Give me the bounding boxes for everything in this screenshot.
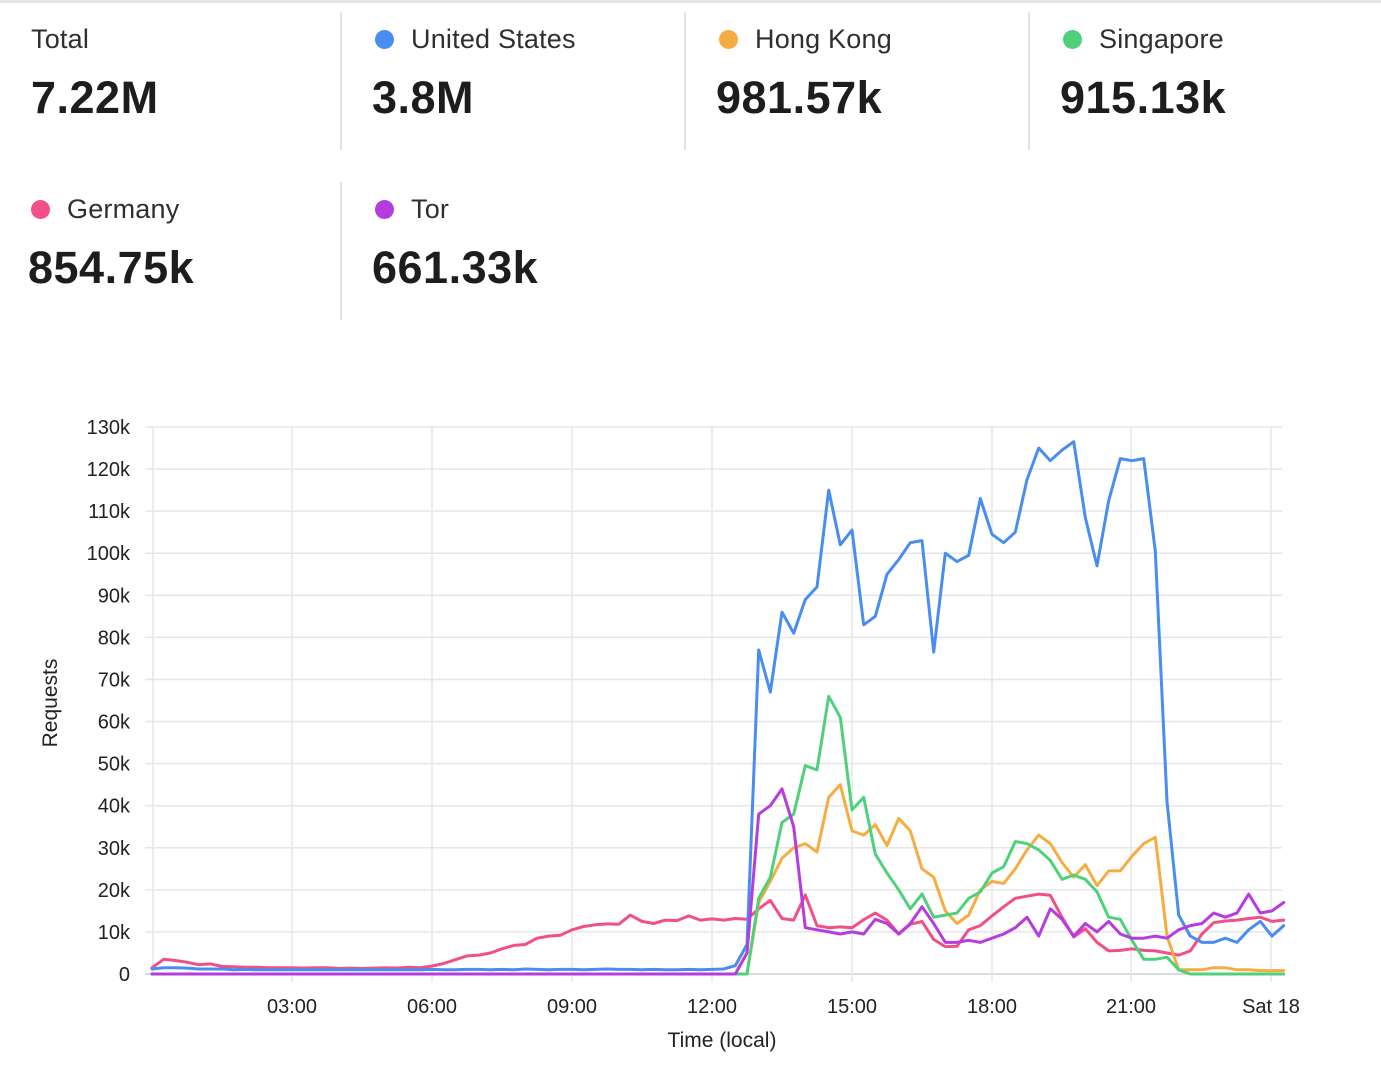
stat-us-value: 3.8M (372, 72, 475, 123)
x-tick-label: 09:00 (547, 996, 597, 1018)
stat-total-value: 7.22M (31, 72, 159, 123)
x-axis-label: Time (local) (668, 1029, 777, 1052)
y-axis-label: Requests (39, 659, 62, 748)
stat-us-label: United States (411, 24, 576, 54)
x-tick-label: 03:00 (267, 996, 317, 1018)
stat-de-header: Germany (28, 194, 179, 225)
stat-tor-label: Tor (411, 194, 450, 224)
y-tick-label: 30k (98, 838, 131, 860)
series-line-hong-kong[interactable] (150, 783, 1286, 976)
y-tick-label: 70k (98, 669, 131, 691)
stat-divider (684, 12, 686, 150)
series-line-tor[interactable] (150, 787, 1286, 976)
stat-sg-value: 915.13k (1060, 72, 1227, 123)
x-tick-label: Sat 18 (1242, 996, 1300, 1018)
legend-dot-icon (375, 200, 394, 219)
legend-dot-icon (375, 30, 394, 49)
stat-united-states[interactable]: United States 3.8M (372, 0, 672, 140)
stat-singapore[interactable]: Singapore 915.13k (1060, 0, 1360, 140)
stat-germany[interactable]: Germany 854.75k (28, 170, 328, 310)
y-tick-label: 110k (88, 501, 131, 523)
chart-grid (145, 426, 1282, 982)
y-axis-ticks: 0 10k 20k 30k 40k 50k 60k 70k 80k 90k 100k 110k 120k… (87, 417, 131, 986)
stat-tor-header: Tor (372, 194, 449, 225)
y-tick-label: 50k (98, 754, 131, 776)
stat-de-label: Germany (67, 194, 180, 224)
x-tick-label: 15:00 (827, 996, 877, 1018)
stat-sg-header: Singapore (1060, 24, 1224, 55)
stat-de-value: 854.75k (28, 242, 195, 293)
requests-chart[interactable]: 0 10k 20k 30k 40k 50k 60k 70k 80k 90k 100k 110k 120k… (0, 380, 1381, 1080)
stat-hong-kong[interactable]: Hong Kong 981.57k (716, 0, 1016, 140)
y-tick-label: 0 (119, 964, 130, 986)
chart-lines (150, 440, 1286, 976)
stat-us-header: United States (372, 24, 576, 55)
legend-dot-icon (1063, 30, 1082, 49)
stat-total-label: Total (31, 24, 90, 54)
y-tick-label: 40k (98, 796, 131, 818)
y-tick-label: 80k (98, 627, 131, 649)
x-tick-label: 18:00 (967, 996, 1017, 1018)
y-tick-label: 20k (98, 880, 131, 902)
x-tick-label: 12:00 (687, 996, 737, 1018)
stat-divider (1028, 12, 1030, 150)
y-tick-label: 100k (87, 543, 131, 565)
x-axis-ticks: 03:00 06:00 09:00 12:00 15:00 18:00 21:00 Sat 1… (267, 996, 1300, 1018)
stat-divider (340, 12, 342, 150)
x-tick-label: 06:00 (407, 996, 457, 1018)
x-tick-label: 21:00 (1106, 996, 1156, 1018)
stat-hk-header: Hong Kong (716, 24, 892, 55)
stat-hk-label: Hong Kong (755, 24, 892, 54)
stat-hk-value: 981.57k (716, 72, 883, 123)
y-tick-label: 90k (98, 585, 131, 607)
stat-total: Total 7.22M (31, 0, 331, 140)
y-tick-label: 60k (98, 712, 131, 734)
stat-sg-label: Singapore (1099, 24, 1224, 54)
top-divider (0, 0, 1381, 3)
stat-tor[interactable]: Tor 661.33k (372, 170, 672, 310)
y-tick-label: 10k (98, 922, 131, 944)
stat-divider (340, 182, 342, 320)
legend-dot-icon (719, 30, 738, 49)
y-tick-label: 130k (87, 417, 131, 439)
y-tick-label: 120k (87, 459, 131, 481)
legend-dot-icon (31, 200, 50, 219)
stat-tor-value: 661.33k (372, 242, 539, 293)
series-line-united-states[interactable] (150, 440, 1286, 972)
